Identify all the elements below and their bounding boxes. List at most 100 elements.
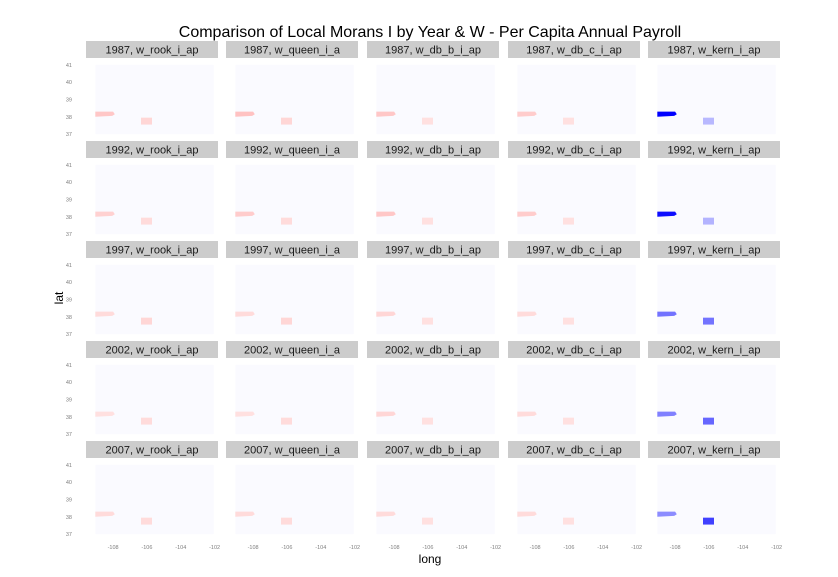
center-cluster-mark <box>563 517 574 525</box>
facet-panel: 1987, w_db_b_i_ap <box>367 41 499 135</box>
facet-strip-label: 1987, w_rook_i_ap <box>106 45 199 57</box>
facet-strip-label: 2002, w_db_c_i_ap <box>526 345 621 357</box>
west-cluster-mark <box>376 511 396 517</box>
x-tick-label: -104 <box>597 545 608 551</box>
west-cluster-mark <box>517 111 537 117</box>
region-background <box>95 464 214 535</box>
center-cluster-mark <box>563 117 574 125</box>
facet-strip <box>226 441 358 458</box>
west-cluster-mark <box>376 211 396 217</box>
x-tick-label: -104 <box>175 545 186 551</box>
y-tick-label: 40 <box>66 380 72 386</box>
y-tick-label: 39 <box>66 498 72 504</box>
facet-panel: 1987, w_queen_i_a <box>226 41 358 135</box>
west-cluster-mark <box>95 211 115 217</box>
west-cluster-mark <box>235 111 255 117</box>
facet-strip <box>648 341 780 358</box>
center-cluster-mark <box>422 317 433 325</box>
chart-title: Comparison of Local Morans I by Year & W… <box>179 24 681 41</box>
y-tick-label: 39 <box>66 198 72 204</box>
center-cluster-mark <box>422 417 433 425</box>
region-background <box>95 64 214 135</box>
x-tick-label: -108 <box>530 545 541 551</box>
region-background <box>235 64 354 135</box>
facet-panel: 2007, w_kern_i_ap <box>648 441 780 535</box>
facet-strip <box>226 141 358 158</box>
y-tick-label: 38 <box>66 515 72 521</box>
center-cluster-mark <box>281 217 292 225</box>
region-background <box>657 464 776 535</box>
center-cluster-mark <box>563 417 574 425</box>
facet-strip <box>86 241 218 258</box>
facet-strip <box>508 241 640 258</box>
center-cluster-mark <box>422 517 433 525</box>
y-tick-label: 37 <box>66 232 72 238</box>
center-cluster-mark <box>281 417 292 425</box>
x-tick-label: -104 <box>737 545 748 551</box>
region-background <box>235 164 354 235</box>
center-cluster-mark <box>281 117 292 125</box>
x-tick-label: -102 <box>490 545 501 551</box>
facet-strip <box>367 441 499 458</box>
facet-panel: 2007, w_rook_i_ap <box>86 441 218 535</box>
y-tick-label: 37 <box>66 132 72 138</box>
facet-strip-label: 2002, w_rook_i_ap <box>106 345 199 357</box>
y-tick-label: 41 <box>66 463 72 469</box>
facet-strip-label: 2002, w_db_b_i_ap <box>385 345 481 357</box>
west-cluster-mark <box>517 411 537 417</box>
facet-strip-label: 1992, w_queen_i_a <box>244 145 341 157</box>
facet-strip <box>508 41 640 58</box>
facet-strip <box>648 241 780 258</box>
y-tick-label: 37 <box>66 432 72 438</box>
west-cluster-mark <box>376 411 396 417</box>
y-tick-label: 40 <box>66 80 72 86</box>
facet-panel: 1997, w_rook_i_ap <box>86 241 218 335</box>
y-axis: 37 38 39 40 41 37 38 39 40 41 37 38 39 40 41 37 38 39 40 41… <box>66 63 72 538</box>
region-background <box>95 264 214 335</box>
west-cluster-mark <box>235 211 255 217</box>
facet-strip-label: 2007, w_queen_i_a <box>244 445 341 457</box>
center-cluster-mark <box>563 317 574 325</box>
region-background <box>376 64 495 135</box>
region-background <box>517 264 636 335</box>
facet-strip <box>508 441 640 458</box>
facet-strip-label: 1997, w_kern_i_ap <box>668 245 761 257</box>
x-tick-label: -108 <box>108 545 119 551</box>
center-cluster-mark <box>703 317 714 325</box>
x-tick-label: -106 <box>422 545 433 551</box>
center-cluster-mark <box>141 117 152 125</box>
facet-panel: 1992, w_queen_i_a <box>226 141 358 235</box>
x-tick-label: -108 <box>389 545 400 551</box>
facet-panel: 2007, w_queen_i_a <box>226 441 358 535</box>
region-background <box>657 164 776 235</box>
y-tick-label: 41 <box>66 263 72 269</box>
facet-panel: 1992, w_rook_i_ap <box>86 141 218 235</box>
y-tick-label: 41 <box>66 363 72 369</box>
facet-strip <box>367 141 499 158</box>
x-tick-label: -104 <box>456 545 467 551</box>
facet-panel: 2002, w_rook_i_ap <box>86 341 218 435</box>
facet-strip <box>648 141 780 158</box>
facet-strip <box>226 341 358 358</box>
region-background <box>657 364 776 435</box>
center-cluster-mark <box>141 517 152 525</box>
x-tick-label: -106 <box>703 545 714 551</box>
y-tick-label: 39 <box>66 98 72 104</box>
region-background <box>517 464 636 535</box>
y-tick-label: 40 <box>66 280 72 286</box>
facet-strip-label: 2002, w_queen_i_a <box>244 345 341 357</box>
region-background <box>376 264 495 335</box>
y-tick-label: 38 <box>66 215 72 221</box>
center-cluster-mark <box>563 217 574 225</box>
west-cluster-mark <box>376 311 396 317</box>
center-cluster-mark <box>703 417 714 425</box>
facet-strip <box>86 141 218 158</box>
facet-panel: 1992, w_db_c_i_ap <box>508 141 640 235</box>
region-background <box>235 464 354 535</box>
west-cluster-mark <box>235 311 255 317</box>
west-cluster-mark <box>517 511 537 517</box>
x-tick-label: -108 <box>248 545 259 551</box>
facet-strip <box>86 341 218 358</box>
facet-panel: 1992, w_kern_i_ap <box>648 141 780 235</box>
